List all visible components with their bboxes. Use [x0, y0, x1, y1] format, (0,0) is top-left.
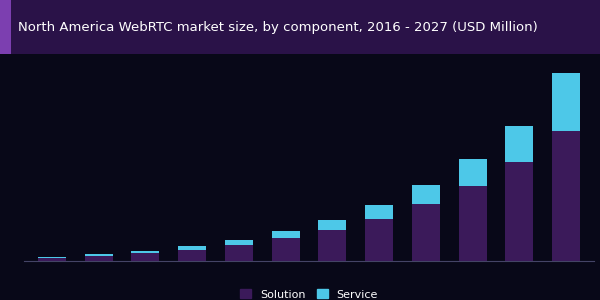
Text: North America WebRTC market size, by component, 2016 - 2027 (USD Million): North America WebRTC market size, by com… [18, 20, 538, 34]
Bar [272, 238, 299, 261]
Bar [458, 159, 487, 186]
Bar [38, 258, 66, 261]
Bar [85, 256, 113, 261]
Legend: Solution, Service: Solution, Service [240, 289, 378, 300]
Bar [38, 257, 66, 258]
Bar [412, 204, 440, 261]
Bar [225, 245, 253, 261]
Bar [552, 73, 580, 131]
Bar [552, 131, 580, 261]
Bar [131, 253, 160, 261]
Bar [412, 184, 440, 204]
Bar [365, 219, 393, 261]
Bar [458, 186, 487, 261]
Bar [505, 162, 533, 261]
Bar [225, 240, 253, 245]
Bar [272, 231, 299, 238]
Bar [178, 250, 206, 261]
Bar [365, 205, 393, 219]
Bar [505, 126, 533, 162]
Bar [319, 220, 346, 230]
Bar [178, 246, 206, 250]
Bar [319, 230, 346, 261]
Bar [131, 251, 160, 253]
Bar [85, 254, 113, 256]
